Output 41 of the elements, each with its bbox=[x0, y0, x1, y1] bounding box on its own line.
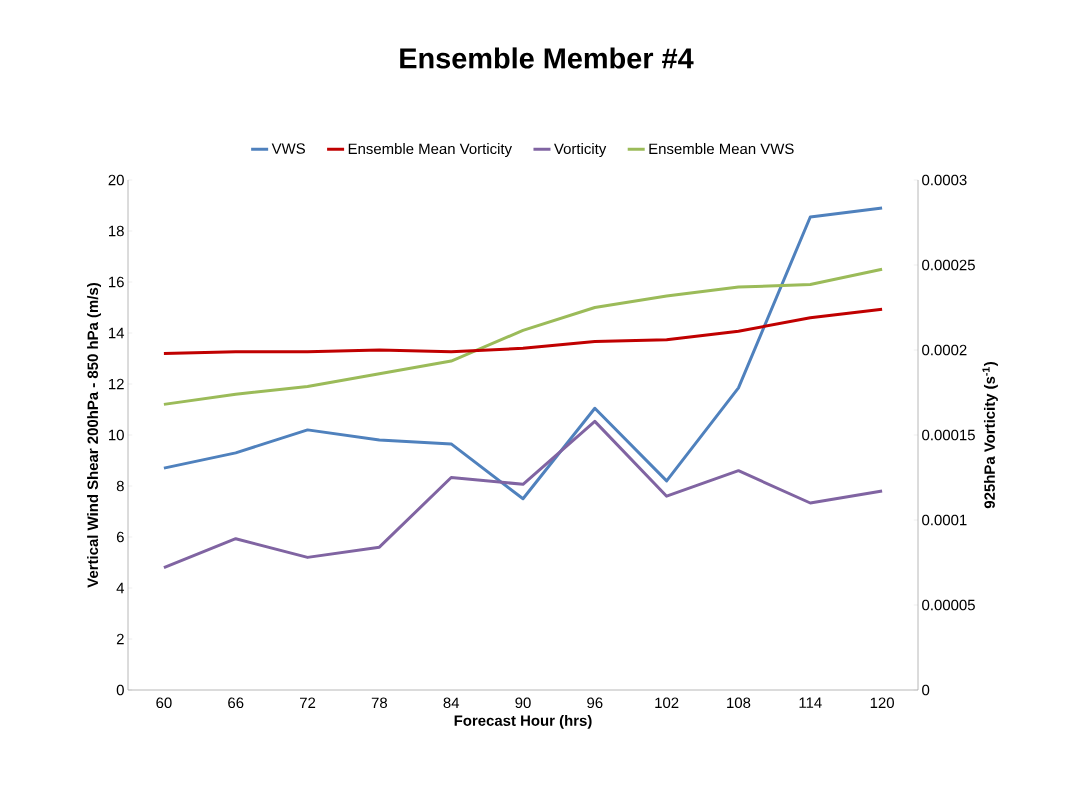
line-series bbox=[162, 419, 884, 570]
y-tick-label: 8 bbox=[116, 480, 124, 492]
y2-tick-label: 0.0002 bbox=[922, 344, 967, 356]
y-tick-label: 0 bbox=[116, 684, 124, 696]
x-tick-label: 96 bbox=[587, 697, 603, 709]
x-tick-label: 90 bbox=[515, 697, 531, 709]
x-tick-label: 66 bbox=[228, 697, 244, 709]
x-tick-label: 60 bbox=[156, 697, 172, 709]
x-tick-label: 84 bbox=[443, 697, 460, 709]
y-tick-label: 16 bbox=[109, 276, 124, 288]
y-tick-label: 2 bbox=[116, 633, 124, 645]
y-tick-label: 18 bbox=[109, 225, 124, 237]
y2-axis-title: 925hPa Vorticity (s$^{-1}$) bbox=[982, 362, 998, 509]
y-tick-label: 10 bbox=[109, 429, 124, 441]
legend-label: Vorticity bbox=[554, 143, 607, 158]
x-tick-label: 108 bbox=[727, 697, 751, 709]
y-tick-label: 20 bbox=[108, 174, 124, 186]
legend-label: Ensemble Mean Vorticity bbox=[348, 143, 512, 158]
y-axis-title: Vertical Wind Shear 200hPa - 850 hPa (m/s) bbox=[87, 283, 102, 588]
y-tick-label: 4 bbox=[116, 582, 125, 594]
y-tick-label: 6 bbox=[116, 531, 124, 543]
x-axis-title: Forecast Hour (hrs) bbox=[454, 714, 592, 729]
y2-tick-label: 0 bbox=[922, 684, 930, 696]
y2-tick-label: 0.0003 bbox=[922, 174, 967, 186]
y2-tick-label: 0.00005 bbox=[922, 599, 975, 611]
y-tick-label: 12 bbox=[109, 378, 124, 390]
line-series bbox=[162, 206, 884, 501]
y2-tick-label: 0.0001 bbox=[922, 514, 967, 526]
legend-label: VWS bbox=[271, 143, 305, 154]
legend-label: Ensemble Mean VWS bbox=[649, 143, 794, 155]
y2-tick-label: 0.00015 bbox=[922, 429, 975, 441]
y-tick-label: 14 bbox=[109, 327, 125, 339]
x-tick-label: 72 bbox=[300, 697, 316, 708]
y2-tick-label: 0.00025 bbox=[922, 259, 975, 271]
x-tick-label: 78 bbox=[371, 697, 388, 709]
line-series bbox=[162, 267, 884, 406]
x-tick-label: 114 bbox=[799, 697, 822, 708]
x-tick-label: 120 bbox=[870, 697, 894, 709]
x-tick-label: 102 bbox=[655, 697, 679, 709]
chart-title: Ensemble Member #4 bbox=[400, 47, 694, 69]
line-series bbox=[162, 307, 884, 355]
